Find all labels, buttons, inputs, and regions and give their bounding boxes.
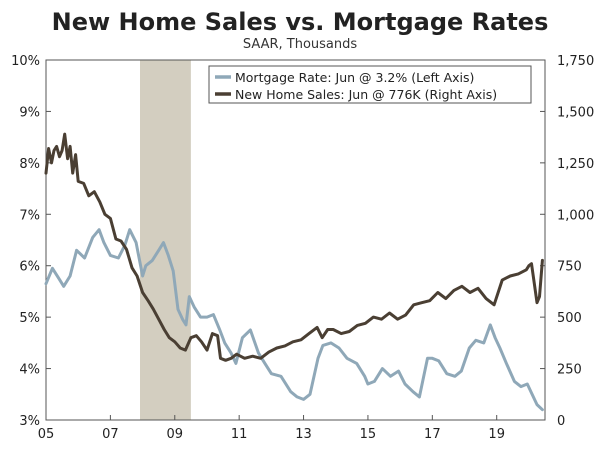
chart-title: New Home Sales vs. Mortgage Rates (51, 8, 549, 36)
left-axis-tick-label: 3% (19, 414, 40, 429)
x-axis-tick-label: 09 (167, 427, 184, 442)
legend-label-mortgage-rate: Mortgage Rate: Jun @ 3.2% (Left Axis) (235, 70, 474, 85)
x-axis-tick-label: 19 (488, 427, 505, 442)
series-layer (44, 132, 544, 412)
x-axis-tick-label: 11 (231, 427, 248, 442)
x-axis-tick-label: 17 (424, 427, 441, 442)
legend-box (208, 65, 532, 104)
left-axis-tick-label: 7% (19, 208, 40, 223)
chart-subtitle: SAAR, Thousands (242, 37, 358, 52)
plot-frame (45, 59, 546, 421)
recession-shading (140, 60, 191, 420)
left-axis-tick-label: 10% (11, 54, 40, 69)
left-axis-tick-label: 5% (19, 311, 40, 326)
left-axis-tick-label: 8% (19, 157, 40, 172)
x-axis-tick-label: 13 (295, 427, 312, 442)
right-axis-tick-label: 750 (557, 260, 582, 275)
right-axis-tick-label: 1,750 (557, 54, 594, 69)
chart-axes: 10% 9% 8% 7% 6% 5% 4% 3% 1,750 1,500 1,250 1,000 750… (11, 54, 594, 442)
right-axis-tick-label: 1,250 (557, 157, 594, 172)
mortgage-rate-line (44, 228, 544, 412)
left-axis-tick-label: 6% (19, 260, 40, 275)
right-axis-tick-label: 500 (557, 311, 582, 326)
right-axis-tick-label: 0 (557, 414, 565, 429)
legend: Mortgage Rate: Jun @ 3.2% (Left Axis) New… (208, 65, 532, 104)
right-axis-tick-label: 250 (557, 363, 582, 378)
new-home-sales-line (44, 132, 544, 362)
x-axis-tick-label: 07 (102, 427, 119, 442)
x-axis-tick-label: 15 (360, 427, 377, 442)
left-axis-tick-label: 4% (19, 363, 40, 378)
right-axis-tick-label: 1,000 (557, 208, 594, 223)
x-axis-tick-label: 05 (38, 427, 55, 442)
left-axis-tick-label: 9% (19, 105, 40, 120)
right-axis-tick-label: 1,500 (557, 105, 594, 120)
legend-label-new-home-sales: New Home Sales: Jun @ 776K (Right Axis) (235, 87, 497, 102)
